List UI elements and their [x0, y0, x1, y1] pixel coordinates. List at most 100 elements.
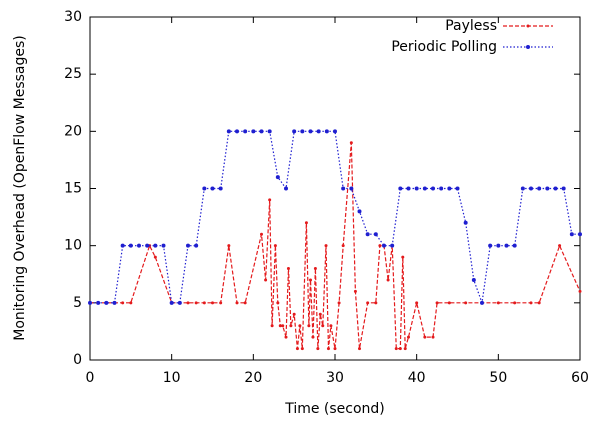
- y-tick-label: 30: [64, 9, 82, 25]
- point: [353, 289, 357, 293]
- point: [307, 324, 311, 328]
- point: [202, 301, 206, 305]
- point: [373, 232, 378, 237]
- point: [390, 243, 395, 248]
- point: [268, 198, 272, 202]
- point: [275, 175, 280, 180]
- point: [304, 221, 308, 225]
- point: [251, 129, 256, 134]
- point: [202, 186, 207, 191]
- point: [463, 220, 468, 225]
- point: [309, 278, 312, 282]
- x-tick-label: 40: [408, 370, 426, 386]
- point: [333, 129, 337, 134]
- point: [284, 186, 288, 191]
- point: [341, 186, 346, 191]
- x-tick-label: 20: [244, 370, 262, 386]
- y-axis-label: Monitoring Overhead (OpenFlow Messages): [12, 35, 28, 341]
- point: [378, 244, 382, 248]
- point: [281, 324, 285, 328]
- point: [88, 300, 92, 305]
- point: [431, 186, 435, 191]
- y-tick-label: 20: [64, 123, 82, 139]
- point: [545, 186, 550, 191]
- point: [153, 243, 158, 248]
- point: [128, 243, 133, 248]
- point: [161, 243, 166, 248]
- point: [278, 324, 282, 328]
- point: [415, 301, 419, 305]
- point: [284, 335, 288, 339]
- point: [414, 186, 419, 191]
- point: [186, 243, 190, 248]
- point: [401, 255, 405, 259]
- point: [529, 186, 533, 191]
- point: [561, 186, 566, 191]
- point: [235, 129, 239, 134]
- point: [365, 232, 370, 237]
- point: [578, 289, 582, 293]
- point: [226, 129, 231, 134]
- x-tick-label: 0: [86, 370, 95, 386]
- point: [104, 300, 109, 305]
- legend-marker: [526, 45, 530, 49]
- point: [406, 186, 411, 191]
- y-tick-label: 15: [64, 181, 82, 197]
- point: [403, 347, 407, 351]
- x-tick-label: 30: [326, 370, 344, 386]
- point: [295, 347, 299, 351]
- point: [227, 244, 231, 248]
- point: [435, 301, 439, 305]
- point: [300, 347, 304, 351]
- point: [324, 244, 328, 248]
- point: [357, 209, 362, 214]
- point: [316, 129, 321, 134]
- point: [260, 232, 263, 236]
- point: [194, 243, 199, 248]
- point: [292, 312, 296, 316]
- point: [455, 186, 460, 191]
- point: [366, 301, 370, 305]
- series-line: [90, 142, 581, 350]
- point: [326, 347, 330, 351]
- point: [292, 129, 297, 134]
- point: [186, 301, 190, 305]
- point: [218, 186, 223, 191]
- point: [329, 324, 333, 328]
- point: [298, 324, 302, 328]
- point: [407, 335, 410, 339]
- x-tick-label: 60: [571, 370, 589, 386]
- point: [324, 129, 329, 134]
- point: [374, 301, 378, 305]
- point: [382, 243, 386, 248]
- point: [270, 324, 274, 328]
- point: [321, 324, 325, 328]
- point: [243, 129, 248, 134]
- point: [480, 300, 484, 305]
- point: [313, 267, 317, 271]
- x-tick-label: 10: [163, 370, 181, 386]
- point: [471, 277, 476, 282]
- point: [504, 243, 509, 248]
- point: [210, 186, 215, 191]
- point: [289, 324, 293, 328]
- point: [121, 301, 125, 305]
- point: [513, 301, 517, 305]
- point: [276, 301, 280, 305]
- point: [145, 243, 150, 248]
- point: [219, 301, 223, 305]
- point: [553, 186, 558, 191]
- legend-marker: [526, 24, 530, 28]
- point: [349, 186, 354, 191]
- point: [423, 335, 427, 339]
- point: [520, 186, 525, 191]
- point: [194, 301, 198, 305]
- point: [112, 300, 117, 305]
- point: [243, 301, 247, 305]
- point: [318, 312, 322, 316]
- point: [177, 300, 182, 305]
- point: [264, 278, 268, 282]
- point: [578, 232, 582, 237]
- point: [569, 232, 574, 237]
- point: [398, 347, 402, 351]
